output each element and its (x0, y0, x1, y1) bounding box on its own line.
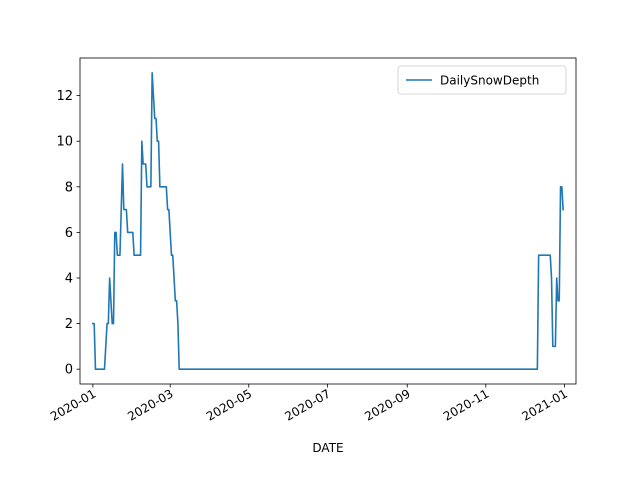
y-tick-label: 8 (65, 180, 73, 195)
x-axis-label: DATE (312, 441, 343, 455)
legend-box (397, 65, 567, 95)
series-line-0 (92, 72, 564, 370)
y-tick-label: 2 (65, 317, 73, 332)
y-axis-ticks: 0 2 4 6 8 10 12 (56, 89, 80, 378)
x-tick-label: 2020-09 (362, 386, 412, 423)
x-axis-ticks: 2020-01 2020-03 2020-05 2020-07 2020-09 2020-… (48, 384, 570, 424)
x-tick-label: 2020-11 (441, 386, 491, 423)
y-tick-label: 0 (65, 363, 73, 378)
y-tick-label: 4 (65, 271, 73, 286)
series-layer (92, 72, 564, 370)
x-tick-label: 2020-01 (48, 386, 98, 423)
y-tick-label: 10 (56, 135, 73, 150)
legend-label: DailySnowDepth (440, 74, 539, 88)
y-tick-label: 12 (56, 89, 73, 104)
axes (79, 57, 577, 385)
x-tick-label: 2021-01 (519, 386, 569, 423)
plot-frame (79, 57, 577, 385)
y-tick-label: 6 (65, 226, 73, 241)
x-tick-label: 2020-03 (125, 386, 175, 423)
x-tick-label: 2020-05 (204, 386, 254, 423)
x-tick-label: 2020-07 (282, 386, 332, 423)
legend: DailySnowDepth (397, 65, 567, 95)
